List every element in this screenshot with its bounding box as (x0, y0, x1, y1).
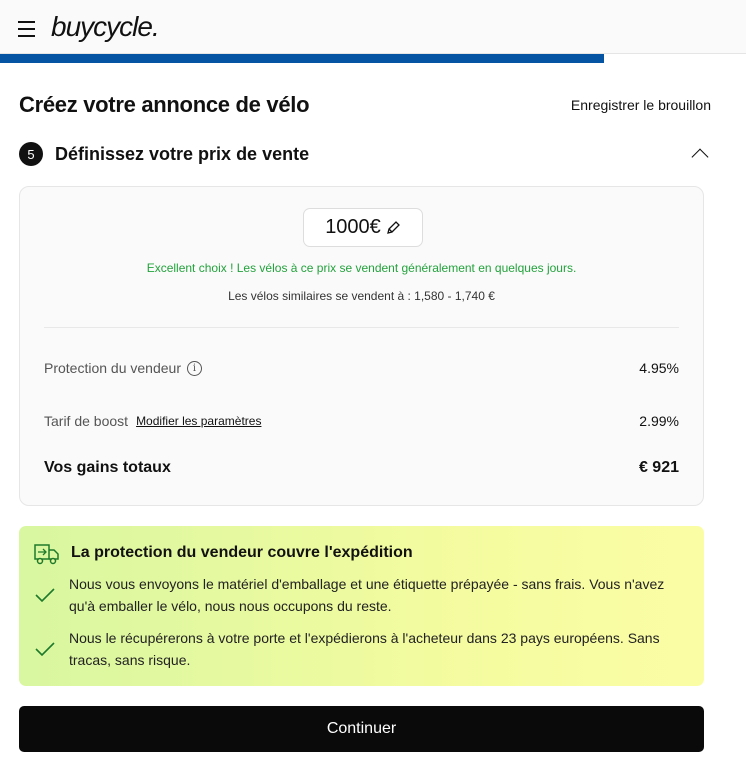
boost-value: 2.99% (639, 413, 679, 429)
price-feedback: Excellent choix ! Les vélos à ce prix se… (146, 261, 577, 275)
progress-bar (0, 54, 746, 63)
protection-value: 4.95% (639, 360, 679, 376)
banner-item: Nous le récupérerons à votre porte et l'… (69, 630, 660, 668)
continue-button[interactable]: Continuer (19, 706, 704, 752)
progress-fill (0, 54, 605, 63)
banner-item: Nous vous envoyons le matériel d'emballa… (69, 576, 665, 614)
price-input[interactable]: 1000€ (303, 208, 423, 247)
menu-icon[interactable] (18, 20, 35, 37)
page-title: Créez votre annonce de vélo (19, 92, 310, 117)
info-icon[interactable]: i (186, 360, 202, 376)
banner-title: La protection du vendeur couvre l'expédi… (71, 544, 413, 561)
logo[interactable]: buycycle. (51, 10, 160, 42)
top-bar: buycycle. (0, 0, 746, 54)
pencil-icon[interactable] (385, 220, 401, 236)
check-icon (35, 588, 55, 602)
pricing-card: 1000€ Excellent choix ! Les vélos à ce p… (19, 186, 704, 506)
shipping-protection-banner: La protection du vendeur couvre l'expédi… (19, 526, 704, 686)
similar-prices: Les vélos similaires se vendent à : 1,58… (228, 289, 495, 303)
price-value: 1000€ (325, 216, 381, 238)
boost-label: Tarif de boost (44, 413, 129, 429)
check-icon (35, 642, 55, 656)
chevron-up-icon[interactable] (691, 148, 709, 166)
step-header[interactable]: 5 Définissez votre prix de vente (19, 142, 709, 166)
modify-settings-link[interactable]: Modifier les paramètres (136, 414, 262, 428)
total-label: Vos gains totaux (44, 459, 171, 476)
divider (44, 327, 679, 328)
save-draft-link[interactable]: Enregistrer le brouillon (570, 97, 711, 113)
truck-icon (34, 544, 59, 565)
step-number: 5 (19, 142, 43, 166)
protection-label: Protection du vendeur (44, 360, 181, 376)
step-title: Définissez votre prix de vente (55, 143, 310, 164)
total-value: € 921 (638, 459, 679, 476)
